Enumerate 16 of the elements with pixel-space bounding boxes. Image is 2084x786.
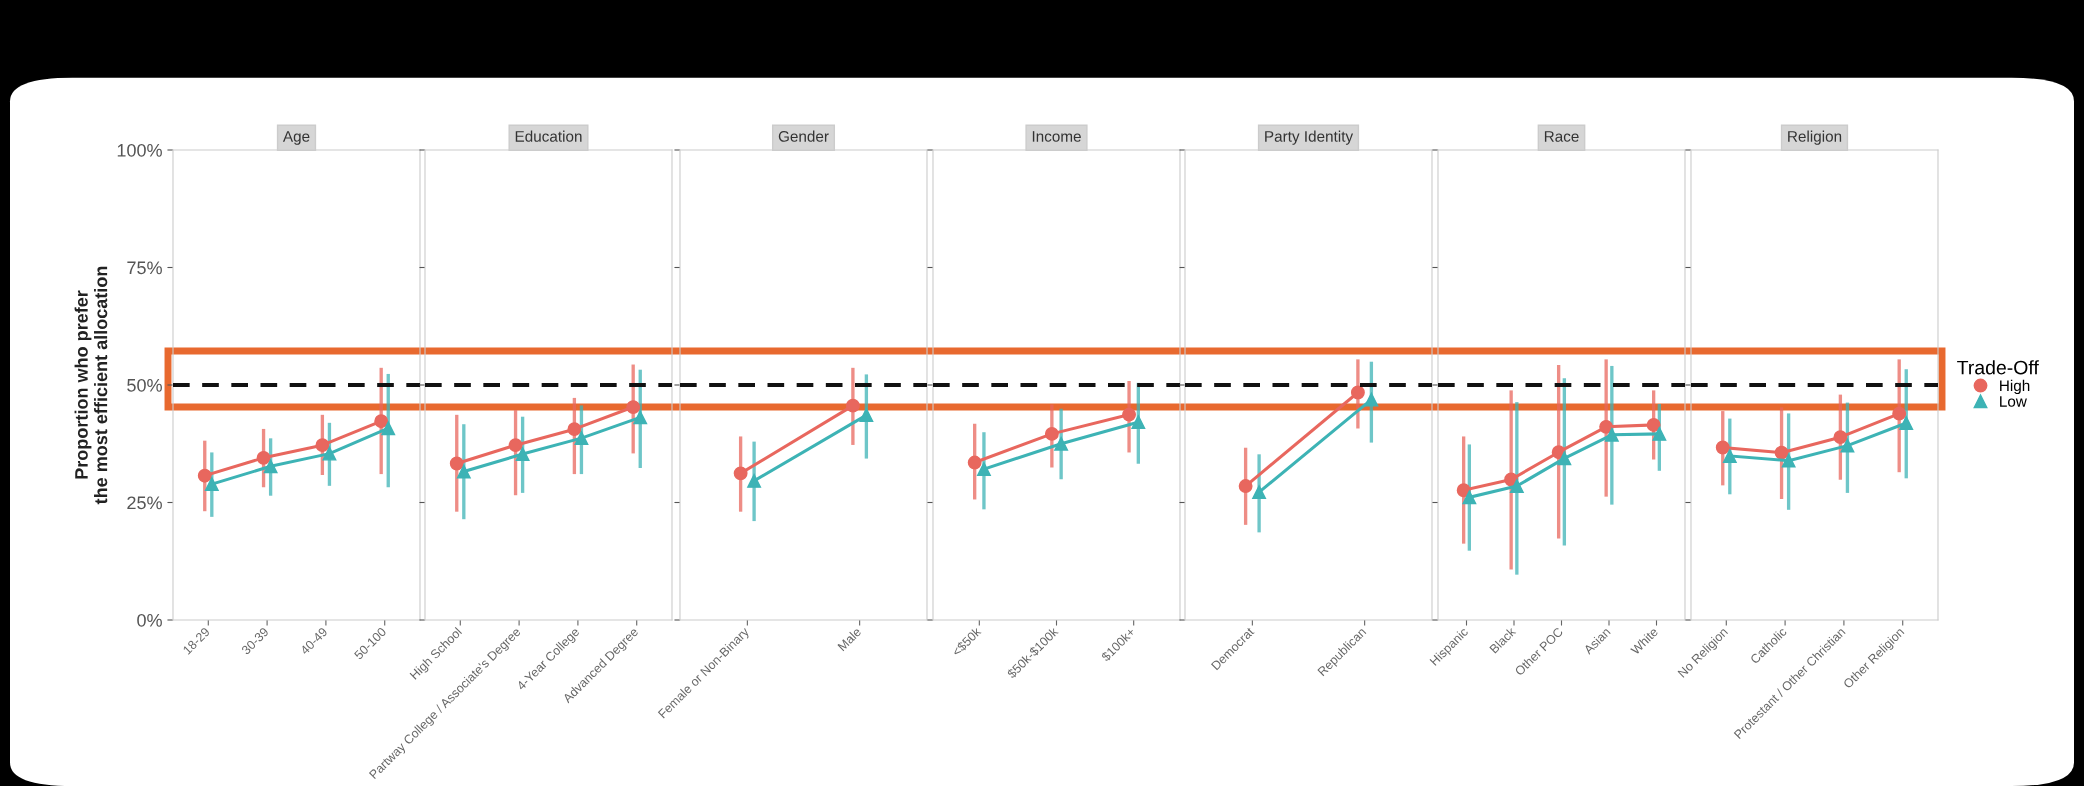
y-tick-label: 0%	[137, 613, 162, 627]
y-tick-label: 75%	[127, 261, 162, 275]
chart-title: Party Identity	[1265, 130, 1354, 145]
y-tick-label: 50%	[127, 378, 162, 392]
chart-title: Income	[1032, 131, 1081, 142]
legend-label: Low	[2000, 396, 2027, 407]
chart-title: Age	[282, 131, 310, 145]
y-tick-label: 100%	[117, 143, 162, 157]
legend-label: High	[2000, 379, 2030, 395]
y-tick-label: 25%	[127, 496, 162, 510]
chart-title: Education	[515, 130, 582, 142]
chart-title: Religion	[1788, 130, 1842, 145]
legend-title: Trade-Off	[1957, 360, 2039, 375]
chart-title: Gender	[778, 130, 829, 142]
chart-title: Race	[1544, 131, 1579, 142]
y-axis-title: Proportion who prefer the most efficient allocation	[74, 266, 108, 505]
